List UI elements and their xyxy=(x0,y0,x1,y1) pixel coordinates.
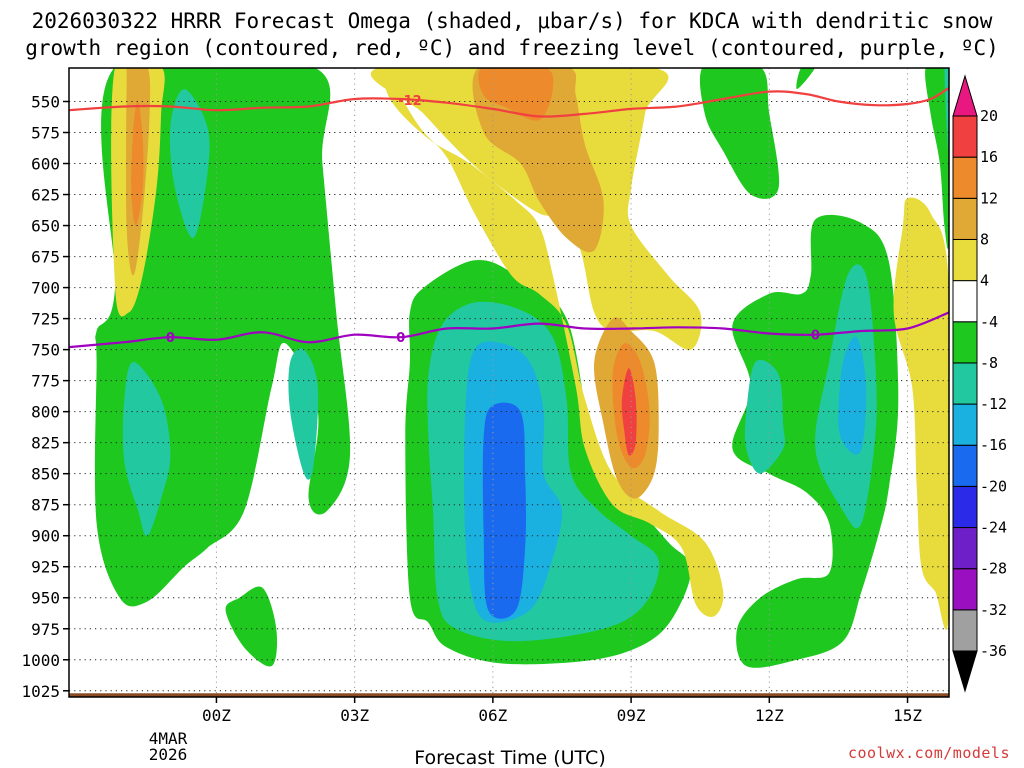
y-tick-label-550: 550 xyxy=(31,92,60,111)
y-tick-label-750: 750 xyxy=(31,341,60,360)
x-axis-title: Forecast Time (UTC) xyxy=(414,747,605,768)
colorbar-label--16: -16 xyxy=(980,436,1007,454)
contour-line-1 xyxy=(69,311,949,349)
contour-lines: -12 0 0 0 xyxy=(69,86,949,349)
plot-frame xyxy=(68,67,950,698)
omega-region-21 xyxy=(380,68,724,617)
gridlines xyxy=(69,68,949,697)
x-tick-label-12Z: 12Z xyxy=(755,706,784,725)
y-tick-label-625: 625 xyxy=(31,186,60,205)
chart-title-line-2: growth region (contoured, red, ºC) and f… xyxy=(25,36,999,60)
omega-region-24 xyxy=(478,68,554,121)
omega-region-28 xyxy=(893,197,949,630)
colorbar-label--24: -24 xyxy=(980,519,1007,537)
x-tick-label-15Z: 15Z xyxy=(893,706,922,725)
colorbar-bin-3 xyxy=(952,485,978,529)
y-tick-label-825: 825 xyxy=(31,434,60,453)
colorbar-bin-1 xyxy=(952,568,978,611)
chart-title-line-1: 2026030322 HRRR Forecast Omega (shaded, … xyxy=(31,9,993,33)
x-axis: 00Z 03Z 06Z 09Z 12Z 15Z xyxy=(202,697,922,725)
colorbar-bin-2 xyxy=(952,527,978,570)
colorbar-label--4: -4 xyxy=(980,313,998,331)
site-credit: coolwx.com/models xyxy=(847,744,1010,762)
chart-title: 2026030322 HRRR Forecast Omega (shaded, … xyxy=(0,8,1024,62)
colorbar-label--28: -28 xyxy=(980,560,1007,578)
colorbar-bin-10 xyxy=(952,197,978,240)
y-tick-label-775: 775 xyxy=(31,372,60,391)
date-label-year: 2026 xyxy=(149,745,188,764)
omega-region-9 xyxy=(482,402,527,619)
colorbar-bin-11 xyxy=(952,156,978,199)
y-tick-label-850: 850 xyxy=(31,465,60,484)
colorbar-bin-7 xyxy=(952,321,978,364)
colorbar-bin-12 xyxy=(952,115,978,158)
colorbar-bin-8 xyxy=(952,280,978,323)
omega-region-2 xyxy=(225,586,278,667)
colorbar-label-12: 12 xyxy=(980,189,998,207)
colorbar-label-4: 4 xyxy=(980,272,989,290)
date-label-day: 4MAR xyxy=(149,729,188,748)
omega-region-16 xyxy=(925,68,949,250)
contour-label-1-2: 0 xyxy=(811,329,820,344)
y-tick-label-800: 800 xyxy=(31,403,60,422)
y-tick-label-950: 950 xyxy=(31,589,60,608)
y-tick-label-925: 925 xyxy=(31,558,60,577)
x-tick-label-03Z: 03Z xyxy=(340,706,369,725)
omega-region-22 xyxy=(370,68,702,350)
y-tick-label-675: 675 xyxy=(31,248,60,267)
omega-region-5 xyxy=(288,348,319,480)
y-tick-label-900: 900 xyxy=(31,527,60,546)
omega-region-17 xyxy=(944,68,949,164)
colorbar-label--8: -8 xyxy=(980,354,998,372)
y-tick-label-975: 975 xyxy=(31,620,60,639)
y-tick-label-575: 575 xyxy=(31,124,60,143)
contour-label-1-1: 0 xyxy=(396,331,405,346)
omega-region-3 xyxy=(122,362,171,536)
colorbar-label--12: -12 xyxy=(980,395,1007,413)
y-tick-label-650: 650 xyxy=(31,217,60,236)
colorbar-label--36: -36 xyxy=(980,642,1007,660)
colorbar-bin-9 xyxy=(952,238,978,282)
colorbar-label-20: 20 xyxy=(980,107,998,125)
omega-region-27 xyxy=(621,368,637,456)
y-tick-label-1000: 1000 xyxy=(21,651,60,670)
colorbar-bin-6 xyxy=(952,362,978,405)
contour-line-0 xyxy=(69,86,949,118)
x-tick-label-06Z: 06Z xyxy=(478,706,507,725)
ground-fill xyxy=(69,693,949,697)
x-tick-label-00Z: 00Z xyxy=(202,706,231,725)
y-tick-label-700: 700 xyxy=(31,279,60,298)
colorbar-bin-5 xyxy=(952,403,978,446)
y-tick-label-1025: 1025 xyxy=(21,682,60,701)
colorbar-under-arrow xyxy=(952,650,978,693)
colorbar-label--20: -20 xyxy=(980,477,1007,495)
ground-layer xyxy=(69,693,949,697)
omega-region-1 xyxy=(260,68,281,114)
omega-region-10 xyxy=(699,68,780,199)
y-tick-label-600: 600 xyxy=(31,155,60,174)
omega-region-15 xyxy=(838,336,867,455)
x-tick-label-09Z: 09Z xyxy=(617,706,646,725)
contour-label-1-0: 0 xyxy=(166,331,175,346)
omega-region-11 xyxy=(796,68,815,90)
colorbar-label-16: 16 xyxy=(980,148,998,166)
y-tick-label-725: 725 xyxy=(31,310,60,329)
y-tick-label-875: 875 xyxy=(31,496,60,515)
colorbar-label--32: -32 xyxy=(980,601,1007,619)
colorbar-label-8: 8 xyxy=(980,230,989,248)
colorbar-over-arrow xyxy=(952,74,978,117)
y-axis: 550 575 600 625 650 675 700 725 750 775 800 825 850 8… xyxy=(21,92,69,701)
omega-shading xyxy=(94,68,949,668)
colorbar-bin-4 xyxy=(952,444,978,487)
colorbar-bin-0 xyxy=(952,609,978,652)
colorbar: -36 -32 -28 -24 -20 -16 -12 -8 -4 4 8 12 16 20 xyxy=(952,74,1007,693)
contour-label-0-0: -12 xyxy=(398,94,422,109)
omega-region-13 xyxy=(744,359,786,474)
